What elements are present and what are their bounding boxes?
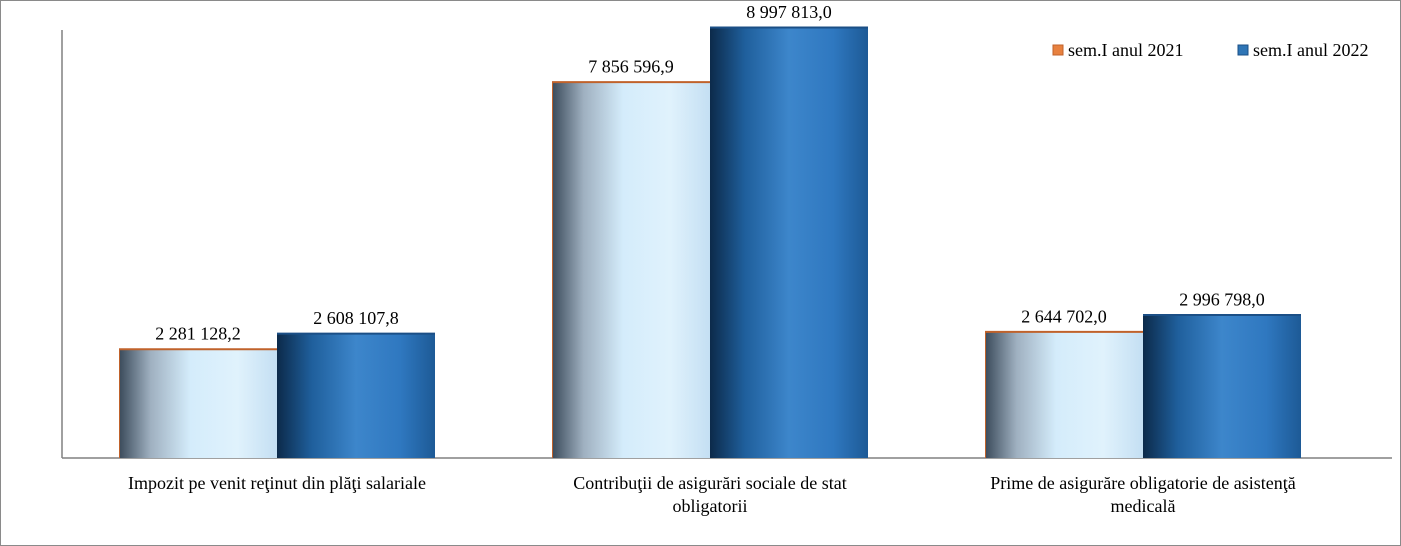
- category-label: medicală: [1111, 496, 1176, 516]
- legend-swatch-2021: [1052, 44, 1064, 56]
- data-label: 2 996 798,0: [1179, 289, 1265, 309]
- data-label: 2 608 107,8: [313, 308, 399, 328]
- data-label: 7 856 596,9: [588, 57, 674, 77]
- bar-2022-cat-2: [710, 27, 868, 458]
- data-label: 8 997 813,0: [746, 2, 832, 22]
- bar-2022-cat-3: [1143, 314, 1301, 458]
- bar-2021-cat-2: [552, 81, 710, 458]
- bar-2022-cat-1: [277, 333, 435, 458]
- bar-2021-cat-3: [985, 331, 1143, 458]
- category-label: obligatorii: [673, 496, 748, 516]
- category-label: Prime de asigurăre obligatorie de asiste…: [990, 473, 1295, 493]
- data-label: 2 644 702,0: [1021, 306, 1107, 326]
- category-label: Contribuţii de asigurări sociale de stat: [573, 473, 846, 493]
- legend-label: sem.I anul 2022: [1253, 40, 1368, 60]
- category-label: Impozit pe venit reţinut din plăţi salar…: [128, 473, 426, 493]
- legend: sem.I anul 2021 sem.I anul 2022: [1052, 40, 1368, 60]
- data-label: 2 281 128,2: [155, 324, 241, 344]
- legend-label: sem.I anul 2021: [1068, 40, 1183, 60]
- bar-2021-cat-1: [119, 348, 277, 458]
- legend-swatch-2022: [1237, 44, 1249, 56]
